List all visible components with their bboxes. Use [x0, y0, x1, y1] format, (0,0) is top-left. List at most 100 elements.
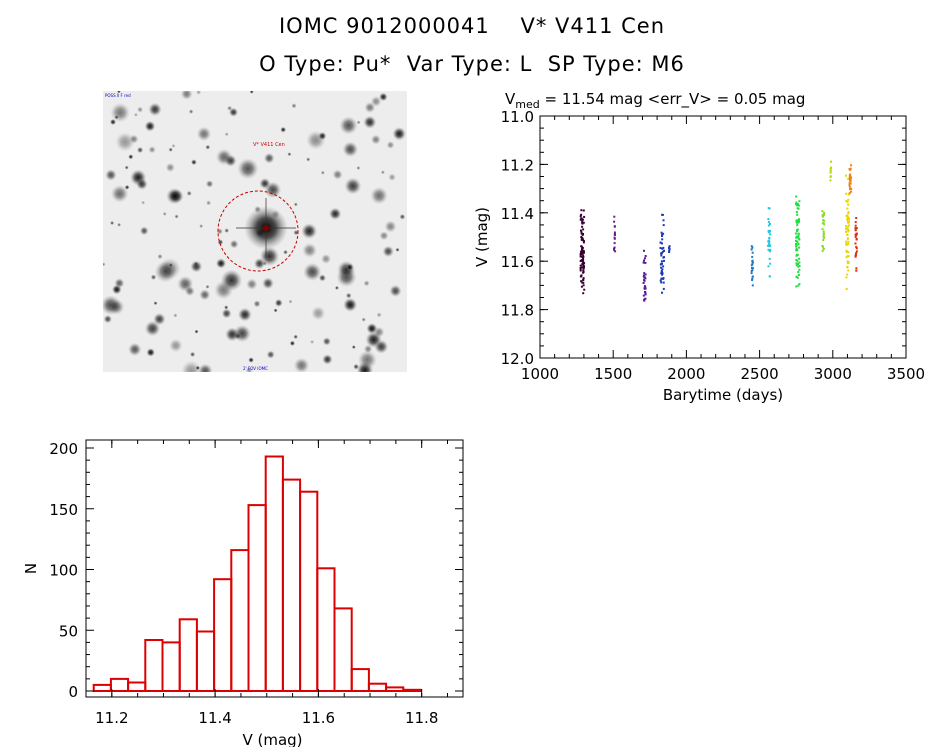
data-point — [767, 224, 770, 227]
background-star — [237, 158, 259, 180]
data-point — [822, 233, 825, 236]
hist-x-tick-label: 11.6 — [302, 709, 335, 727]
background-star — [146, 348, 155, 357]
data-point — [797, 204, 800, 207]
background-star — [322, 337, 331, 346]
data-point — [582, 292, 585, 295]
data-point — [849, 173, 852, 176]
data-point — [845, 228, 847, 231]
data-point — [845, 249, 848, 252]
background-star — [388, 173, 396, 181]
histogram-bar — [92, 683, 112, 693]
data-point — [580, 229, 582, 232]
y-tick-label: 11.8 — [501, 302, 534, 320]
data-point — [750, 272, 753, 275]
data-point — [661, 213, 664, 216]
background-star — [376, 312, 382, 318]
background-star — [264, 181, 282, 199]
data-point — [830, 167, 833, 169]
data-point — [848, 181, 851, 184]
background-star — [379, 231, 389, 241]
data-point — [581, 233, 584, 236]
data-point — [642, 282, 645, 284]
background-star — [196, 91, 202, 95]
data-point — [582, 249, 585, 252]
x-tick-label: 2500 — [741, 365, 779, 383]
background-star — [199, 224, 204, 229]
data-point — [855, 238, 858, 240]
background-star — [274, 298, 283, 307]
data-point — [822, 230, 825, 233]
data-point — [795, 195, 798, 198]
background-star — [153, 312, 166, 326]
data-point — [797, 265, 800, 268]
data-point — [846, 262, 849, 265]
data-point — [659, 247, 662, 249]
data-point — [644, 297, 647, 300]
background-star — [117, 222, 122, 227]
background-star — [206, 200, 212, 206]
data-point — [751, 261, 754, 264]
data-point — [580, 252, 583, 255]
data-point — [581, 281, 584, 284]
hist-x-tick-label: 11.4 — [198, 709, 231, 727]
background-star — [273, 308, 278, 313]
data-point — [661, 213, 664, 216]
data-point — [582, 266, 585, 269]
data-point — [614, 233, 616, 236]
data-point — [847, 230, 850, 233]
x-tick-label: 1500 — [594, 365, 632, 383]
data-point — [581, 249, 584, 252]
background-star — [221, 308, 232, 319]
data-point — [769, 233, 772, 236]
data-point — [767, 218, 770, 220]
data-point — [662, 277, 665, 280]
background-star — [128, 342, 142, 357]
background-star — [370, 186, 388, 205]
data-point — [613, 233, 616, 236]
data-point — [580, 217, 583, 220]
data-point — [582, 239, 585, 242]
data-point — [662, 281, 665, 284]
data-point — [847, 211, 850, 214]
data-point — [751, 267, 753, 269]
background-star — [180, 91, 193, 100]
data-point — [795, 245, 798, 248]
background-star — [110, 102, 130, 123]
background-star — [137, 106, 144, 113]
data-point — [661, 250, 664, 253]
data-point — [769, 244, 772, 247]
background-star — [288, 299, 293, 304]
data-point — [768, 242, 771, 245]
background-star — [124, 184, 130, 190]
target-label: V* V411 Cen — [253, 142, 285, 148]
data-point — [795, 254, 798, 257]
data-point — [661, 238, 664, 241]
data-point — [795, 248, 798, 251]
data-point — [795, 219, 798, 222]
data-point — [768, 257, 771, 260]
histogram-bar — [350, 668, 370, 692]
data-point — [581, 262, 584, 265]
data-point — [660, 281, 663, 284]
data-point — [659, 279, 662, 282]
data-point — [796, 204, 799, 207]
data-point — [579, 269, 582, 272]
data-point — [795, 221, 798, 224]
data-point — [854, 253, 857, 256]
background-star — [363, 115, 377, 129]
background-star — [136, 178, 148, 190]
data-point — [769, 262, 772, 265]
background-star — [361, 317, 366, 322]
background-star — [386, 141, 395, 149]
data-point — [822, 215, 824, 218]
background-star — [346, 263, 354, 271]
data-point — [767, 231, 770, 234]
data-point — [849, 182, 852, 185]
data-point — [750, 245, 753, 248]
data-point — [663, 259, 665, 262]
data-point — [613, 242, 616, 245]
data-point — [579, 268, 582, 271]
data-point — [823, 219, 826, 222]
data-point — [751, 255, 754, 258]
